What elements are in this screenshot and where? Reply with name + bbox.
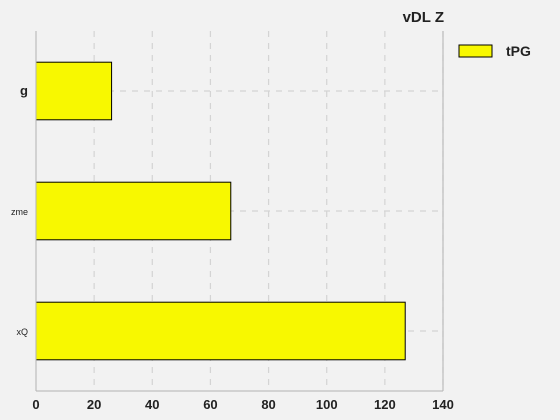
y-tick-label-g: g bbox=[20, 83, 28, 98]
legend-swatch-tpg bbox=[458, 44, 493, 58]
legend: tPG bbox=[458, 43, 531, 59]
x-tick-label-60: 60 bbox=[203, 397, 217, 412]
y-tick-label-zme: zme bbox=[11, 207, 28, 217]
legend-label-tpg: tPG bbox=[506, 43, 531, 59]
axes: 0 20 40 60 80 100 120 140 xQ zme g bbox=[11, 31, 454, 412]
bar-xQ bbox=[35, 301, 406, 361]
x-tick-label-100: 100 bbox=[316, 397, 338, 412]
bar-zme bbox=[35, 181, 232, 241]
x-tick-label-80: 80 bbox=[261, 397, 275, 412]
y-tick-label-xQ: xQ bbox=[16, 327, 28, 337]
bar-g bbox=[35, 61, 113, 121]
x-tick-label-0: 0 bbox=[32, 397, 39, 412]
x-tick-label-120: 120 bbox=[374, 397, 396, 412]
x-tick-label-20: 20 bbox=[87, 397, 101, 412]
x-tick-label-140: 140 bbox=[432, 397, 454, 412]
x-tick-label-40: 40 bbox=[145, 397, 159, 412]
chart-title: vDL Z bbox=[403, 9, 444, 26]
